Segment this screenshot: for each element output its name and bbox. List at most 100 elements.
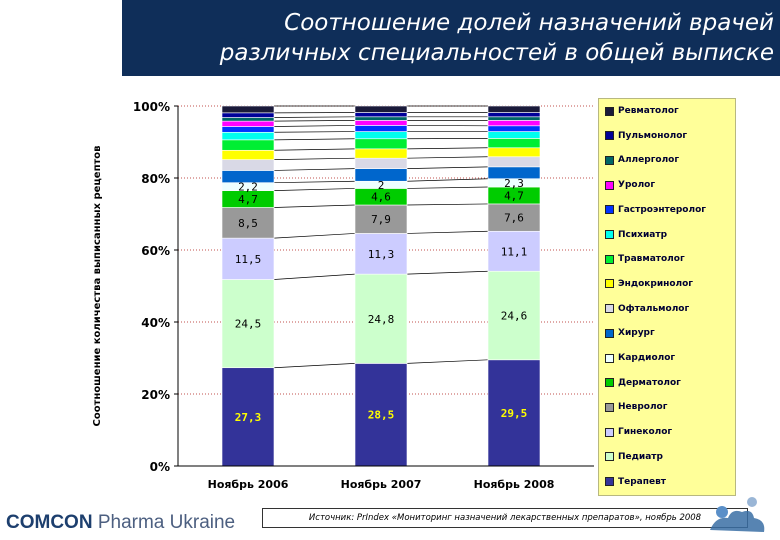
y-tick-label: 80% [141,172,170,186]
x-tick-label: Ноябрь 2006 [208,478,289,491]
bar-segment [221,367,275,467]
legend-item: Эндокринолог [605,278,693,290]
series-connector-line [273,116,356,118]
series-connector-line [273,180,356,184]
legend-label: Уролог [618,180,656,191]
legend-swatch [605,477,614,486]
source-note: Источник: PrIndex «Мониторинг назначений… [262,508,748,528]
bar-segment [354,125,408,132]
comcon-logo: COMCON Pharma Ukraine [6,512,235,534]
legend-label: Кардиолог [618,353,676,363]
data-label: 2,3 [504,177,524,190]
legend-item: Психиатр [605,229,667,241]
legend-label: Гастроэнтеролог [618,204,706,215]
series-connector-line [273,148,356,151]
data-label: 24,8 [368,313,395,326]
legend-swatch [605,230,614,239]
series-connector-line [406,359,489,364]
legend-item: Кардиолог [605,352,675,364]
chart-title-line-2: различных специальностей в общей выписке [219,40,774,66]
bar-segment [354,204,408,234]
series-connector-line [273,125,356,127]
legend-item: Хирург [605,327,655,339]
bar-segment [221,126,275,133]
data-label: 24,5 [235,318,262,331]
series-connector-line [406,203,489,206]
legend-item: Дерматолог [605,377,681,389]
legend-label: Офтальмолог [618,303,690,314]
legend-item: Уролог [605,179,655,191]
legend-item: Гастроэнтеролог [605,204,706,216]
bar-segment [487,147,541,158]
bar-segment [354,131,408,140]
bar-segment [354,148,408,159]
series-connector-line [273,363,356,369]
legend-label: Терапевт [618,476,666,487]
y-axis-title: Соотношение количества выписанных рецепт… [92,146,103,427]
legend-label: Педиатр [618,451,663,462]
series-connector-line [406,166,489,169]
bar-segment [221,112,275,118]
data-label: 8,5 [238,217,258,230]
data-label: 7,9 [371,213,391,226]
legend-swatch [605,279,614,289]
data-label: 11,5 [235,253,262,266]
legend-label: Ревматолог [618,106,679,116]
bar-segment [354,116,408,121]
bar-segment [221,117,275,122]
bar-segment [354,112,408,118]
bar-segment [354,363,408,467]
series-connector-line [273,157,356,160]
data-label: 2 [378,179,385,192]
data-label: 11,1 [501,245,528,258]
series-connector-line [273,168,356,171]
series-connector-line [273,138,356,141]
header-band: Соотношение долей назначений врачей разл… [122,0,780,76]
bar-segment [354,233,408,275]
bar-segment [487,131,541,139]
bar-segment [354,138,408,150]
chart-legend: Ревматолог Пульмонолог Аллерголог Уролог Гас… [598,98,736,496]
logo-brand: COMCON [6,512,93,533]
bar-segment [221,120,275,127]
legend-swatch [605,205,614,215]
legend-label: Гинеколог [618,427,673,438]
data-label: 4,7 [504,189,524,202]
logo-subtitle: Pharma Ukraine [92,512,236,533]
data-label: 4,7 [238,193,258,206]
series-connector-line [406,270,489,275]
y-tick-label: 40% [141,316,170,330]
legend-item: Аллерголог [605,154,679,166]
legend-swatch [605,106,614,116]
legend-item: Невролог [605,401,667,413]
bar-segment [487,203,541,232]
bar-segment [487,105,541,113]
x-tick-label: Ноябрь 2008 [474,478,555,491]
series-connector-line [406,186,489,189]
legend-label: Психиатр [618,229,668,240]
legend-label: Травматолог [618,254,685,265]
series-connector-line [273,233,356,239]
legend-swatch [605,131,614,141]
series-connector-line [273,131,356,133]
decorative-puzzle-graphic [710,497,765,532]
bar-segment [221,105,275,114]
y-tick-label: 0% [150,460,170,474]
legend-label: Эндокринолог [618,278,694,289]
legend-swatch [605,155,614,165]
bar-segment [354,273,408,364]
data-label: 28,5 [368,409,395,422]
legend-item: Терапевт [605,476,666,488]
data-label: 27,3 [235,411,262,424]
series-connector-line [406,147,489,150]
series-connector-line [406,230,489,234]
bar-segment [221,159,275,171]
bar-segment [487,138,541,149]
legend-item: Травматолог [605,253,685,265]
legend-swatch [605,328,614,338]
series-connector-line [406,156,489,159]
legend-label: Пульмонолог [618,130,688,141]
bar-segment [221,279,275,369]
legend-swatch [605,452,614,462]
